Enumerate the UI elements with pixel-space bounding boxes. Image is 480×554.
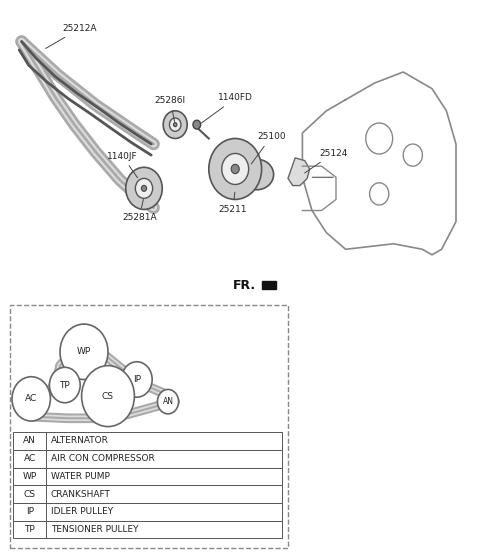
Circle shape	[222, 153, 249, 184]
Circle shape	[121, 362, 152, 397]
Polygon shape	[262, 281, 276, 289]
Text: AIR CON COMPRESSOR: AIR CON COMPRESSOR	[51, 454, 155, 463]
Text: AC: AC	[24, 454, 36, 463]
Text: 25281A: 25281A	[122, 199, 156, 222]
Text: 1140FD: 1140FD	[202, 94, 253, 123]
Circle shape	[49, 367, 80, 403]
Text: 25212A: 25212A	[46, 24, 97, 48]
Text: TP: TP	[60, 381, 70, 389]
Circle shape	[12, 377, 50, 421]
Text: TENSIONER PULLEY: TENSIONER PULLEY	[51, 525, 138, 534]
Text: WP: WP	[23, 472, 37, 481]
Text: 25100: 25100	[251, 132, 286, 164]
Text: CS: CS	[102, 392, 114, 401]
Bar	[13, 503, 282, 521]
Text: TP: TP	[24, 525, 35, 534]
Text: IP: IP	[133, 375, 141, 384]
Text: 25286I: 25286I	[155, 96, 186, 122]
Text: CRANKSHAFT: CRANKSHAFT	[51, 490, 111, 499]
Circle shape	[60, 324, 108, 379]
Text: 25124: 25124	[305, 149, 348, 173]
Text: AN: AN	[163, 397, 173, 406]
Text: CS: CS	[24, 490, 36, 499]
Circle shape	[366, 123, 393, 154]
Text: FR.: FR.	[233, 279, 256, 292]
Circle shape	[173, 122, 177, 127]
Circle shape	[403, 144, 422, 166]
Text: ALTERNATOR: ALTERNATOR	[51, 437, 109, 445]
Bar	[13, 468, 282, 485]
Text: AC: AC	[25, 394, 37, 403]
Ellipse shape	[240, 160, 274, 189]
Circle shape	[82, 366, 134, 427]
Circle shape	[209, 138, 262, 199]
Circle shape	[163, 111, 187, 138]
Text: AN: AN	[24, 437, 36, 445]
Circle shape	[142, 186, 146, 191]
Bar	[13, 521, 282, 538]
Text: WATER PUMP: WATER PUMP	[51, 472, 110, 481]
Bar	[13, 450, 282, 468]
Text: 1140JF: 1140JF	[107, 152, 138, 178]
Text: IP: IP	[26, 507, 34, 516]
Circle shape	[231, 165, 239, 173]
FancyBboxPatch shape	[10, 305, 288, 548]
Circle shape	[126, 167, 162, 209]
Bar	[13, 432, 282, 450]
Text: 25211: 25211	[218, 192, 247, 214]
Polygon shape	[288, 158, 310, 186]
Circle shape	[370, 183, 389, 205]
Circle shape	[193, 120, 201, 129]
Circle shape	[169, 118, 181, 131]
Text: WP: WP	[77, 347, 91, 356]
Circle shape	[157, 389, 179, 414]
Circle shape	[135, 178, 153, 198]
Text: IDLER PULLEY: IDLER PULLEY	[51, 507, 113, 516]
Bar	[13, 485, 282, 503]
